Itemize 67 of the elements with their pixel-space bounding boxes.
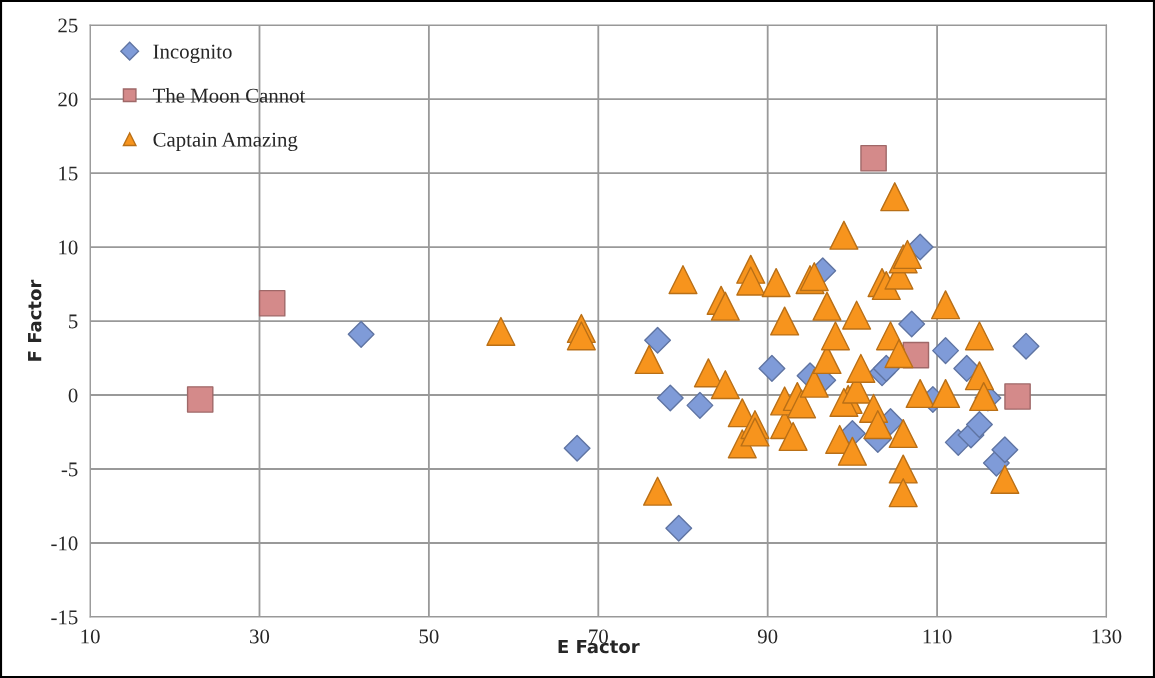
point [990,464,1020,494]
y-tick-label: -10 [51,536,78,551]
point [693,358,723,388]
point [347,320,375,348]
y-tick-label: -15 [51,610,78,625]
point [846,353,876,383]
point [566,321,596,351]
y-tick-label: 0 [68,388,78,403]
point [930,290,961,320]
point [563,434,591,462]
point [778,421,808,452]
point [860,144,887,172]
point [186,386,214,413]
point [665,514,693,542]
x-tick-label: 90 [757,629,778,644]
point [888,478,918,508]
x-tick-label: 130 [1092,629,1122,644]
point [799,368,829,398]
point [812,291,842,321]
point [710,291,740,321]
point [656,384,684,412]
x-tick-label: 30 [250,629,270,644]
point [888,418,918,449]
point [820,321,851,351]
point [634,344,664,375]
point [932,337,960,365]
point [1012,332,1040,360]
y-tick-label: 15 [59,166,78,181]
point [758,354,786,382]
point [991,436,1019,464]
point [837,436,867,466]
y-tick-label: 25 [58,18,78,33]
y-tick-label: 20 [58,92,78,107]
point [884,339,914,369]
point [829,220,859,250]
y-tick-label: 10 [59,240,78,255]
x-tick-label: 110 [923,629,952,644]
point [888,454,918,484]
point [898,310,926,338]
x-tick-label: 50 [419,629,439,644]
point [736,266,766,296]
y-axis-title: F Factor [28,279,42,361]
legend-label: The Moon Cannot [152,88,306,103]
point [863,410,893,440]
legend-label: Captain Amazing [153,132,298,152]
legend-label: Incognito [153,44,232,63]
point [740,417,770,447]
point [710,370,740,400]
point [965,411,993,439]
point [842,300,872,330]
point [668,265,698,295]
point [761,267,791,298]
x-tick-label: 10 [81,629,100,644]
point [964,321,995,351]
point [258,289,286,317]
point [770,306,800,336]
point [930,378,961,409]
point [486,316,516,346]
point [642,476,673,506]
point [686,391,714,419]
y-tick-label: -5 [61,462,78,477]
y-tick-label: 5 [69,314,78,329]
point [905,378,935,409]
point [644,326,672,354]
point [880,182,910,212]
point [786,389,817,419]
point [1004,383,1031,410]
